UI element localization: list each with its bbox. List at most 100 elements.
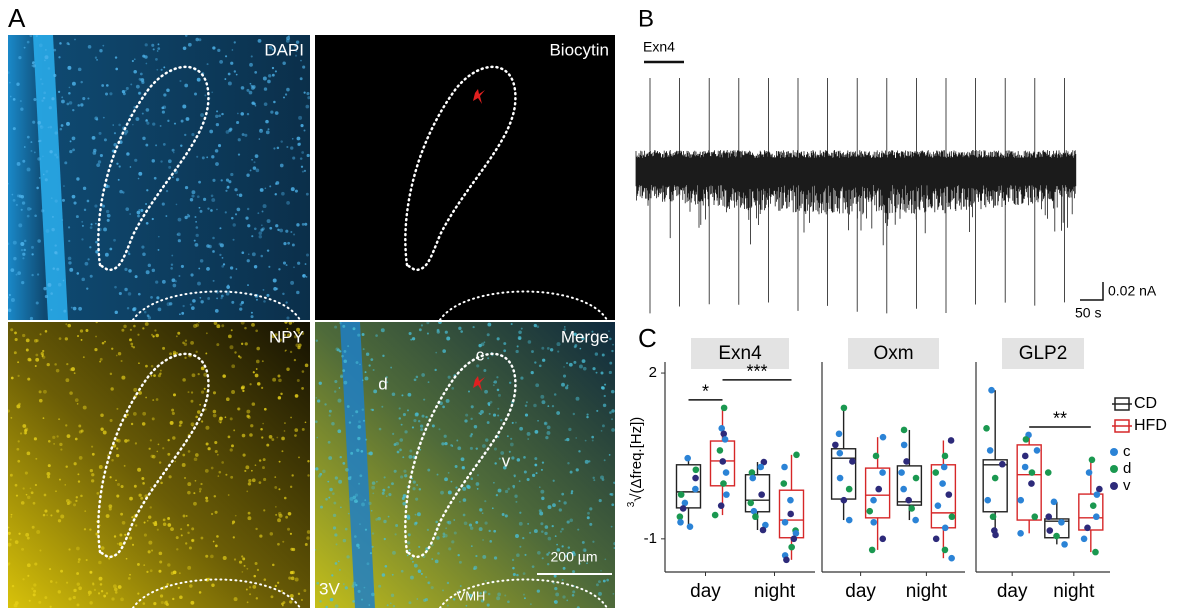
data-point xyxy=(912,474,920,482)
cell xyxy=(297,345,301,350)
cell xyxy=(365,438,368,441)
cell xyxy=(591,439,594,442)
cell xyxy=(451,540,455,544)
cell xyxy=(9,473,13,477)
cell xyxy=(237,112,239,115)
cell xyxy=(39,139,42,143)
cell xyxy=(186,523,190,527)
cell xyxy=(187,482,192,487)
cell xyxy=(290,187,295,192)
cell xyxy=(437,552,440,555)
x-tick-label: night xyxy=(1053,581,1095,602)
cell xyxy=(244,326,247,330)
cell xyxy=(411,426,415,429)
cell xyxy=(240,300,245,305)
cell xyxy=(234,351,237,354)
cell xyxy=(54,251,59,255)
cell xyxy=(239,303,243,306)
cell xyxy=(423,598,427,602)
cell xyxy=(213,495,217,498)
cell xyxy=(568,427,572,432)
cell xyxy=(566,520,570,524)
data-point xyxy=(1028,469,1036,476)
cell xyxy=(105,592,109,595)
cell xyxy=(271,66,275,70)
cell xyxy=(59,42,62,45)
data-point xyxy=(1080,535,1088,543)
data-point xyxy=(762,521,769,529)
cell xyxy=(77,473,80,476)
cell xyxy=(167,516,171,520)
cell xyxy=(602,403,607,408)
cell xyxy=(263,578,267,581)
panel-label: A xyxy=(8,3,26,33)
box xyxy=(982,459,1008,513)
cell xyxy=(27,574,30,577)
cell xyxy=(26,40,30,44)
cell xyxy=(20,501,25,505)
cell xyxy=(8,71,10,74)
cell xyxy=(283,333,286,337)
cell xyxy=(534,463,538,467)
cell xyxy=(286,327,289,330)
cell xyxy=(513,475,516,478)
cell xyxy=(168,475,172,479)
cell xyxy=(260,254,264,258)
cell xyxy=(347,345,350,348)
cell xyxy=(191,373,196,378)
cell xyxy=(39,125,43,128)
cell xyxy=(180,119,184,123)
cell xyxy=(295,50,298,52)
cell xyxy=(81,238,84,241)
cell xyxy=(431,558,434,560)
cell xyxy=(15,273,18,276)
cell xyxy=(511,421,514,424)
cell xyxy=(512,572,516,577)
cell xyxy=(436,536,440,540)
cell xyxy=(230,172,234,177)
cell xyxy=(527,522,530,525)
cell xyxy=(134,158,138,162)
cell xyxy=(378,427,382,431)
cell xyxy=(194,92,197,96)
data-point xyxy=(717,502,725,509)
cell xyxy=(129,328,132,331)
cell xyxy=(339,322,342,325)
cell xyxy=(476,488,479,490)
data-point xyxy=(752,513,759,521)
cell xyxy=(73,588,77,593)
cell xyxy=(357,425,362,429)
cell xyxy=(575,468,579,472)
cell xyxy=(256,568,260,572)
cell xyxy=(14,601,19,605)
cell xyxy=(100,546,105,550)
cell xyxy=(522,572,526,575)
cell xyxy=(322,469,326,474)
cell xyxy=(436,330,440,334)
data-point xyxy=(870,518,878,526)
cell xyxy=(586,516,590,520)
cell xyxy=(246,207,250,211)
cell xyxy=(455,486,458,489)
cell xyxy=(273,147,276,150)
cell xyxy=(460,457,465,462)
cell xyxy=(12,98,16,101)
cell xyxy=(212,236,215,240)
cell xyxy=(82,405,87,410)
cell xyxy=(577,528,580,531)
cell xyxy=(564,439,567,441)
cell xyxy=(49,580,53,583)
cell xyxy=(361,379,364,382)
cell xyxy=(229,448,233,452)
cell xyxy=(293,358,297,362)
cell xyxy=(172,151,175,154)
cell xyxy=(501,513,505,516)
cell xyxy=(366,562,370,566)
cell xyxy=(165,189,169,193)
cell xyxy=(442,589,444,592)
cell xyxy=(544,531,548,536)
cell xyxy=(229,417,233,421)
cell xyxy=(151,268,156,273)
cell xyxy=(91,136,96,140)
biocytin-cell xyxy=(473,376,485,391)
